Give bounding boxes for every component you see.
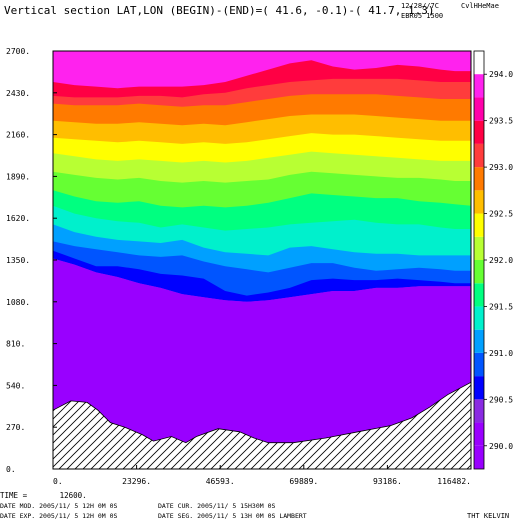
- chart-title: Vertical section LAT,LON (BEGIN)-(END)=(…: [4, 4, 434, 17]
- y-tick-label: 1890.: [6, 172, 30, 181]
- date-seg: DATE SEG. 2005/11/ 5 13H 0M 0S LAMBERT: [158, 512, 307, 520]
- colorbar-tick-label: 291.0: [489, 349, 513, 358]
- date-exp: DATE EXP. 2005/11/ 5 12H 0M 0S: [0, 512, 117, 520]
- x-tick-label: 69889.: [289, 477, 318, 486]
- x-axis: 0. 23296. 46593. 69889. 93186. 116482.: [52, 465, 472, 486]
- header-tag-line: CvlHHeMae: [461, 2, 499, 10]
- y-tick-label: 810.: [6, 340, 25, 349]
- header-model-line: EBR05 1500: [401, 12, 443, 20]
- colorbar-segment: [474, 352, 484, 377]
- time-label: TIME =: [0, 491, 32, 500]
- colorbar-tick-label: 290.0: [489, 442, 513, 451]
- date-mod: DATE MOD. 2005/11/ 5 12H 0M 0S: [0, 502, 117, 510]
- y-tick-label: 540.: [6, 381, 25, 390]
- plot-area: [53, 51, 471, 469]
- x-tick-label: 23296.: [122, 477, 151, 486]
- y-tick-label: 270.: [6, 423, 25, 432]
- colorbar-segment: [474, 74, 484, 98]
- colorbar: 290.0 290.5 291.0 291.5 292.0 292.5 293.0 293.5…: [473, 50, 513, 470]
- y-tick-label: 2160.: [6, 131, 30, 140]
- colorbar-segment: [474, 260, 484, 284]
- x-tick-label: 46593.: [206, 477, 235, 486]
- colorbar-segment: [474, 306, 484, 330]
- y-tick-label: 1080.: [6, 298, 30, 307]
- isentrope-band-lowest: [53, 258, 471, 469]
- y-tick-label: 0.: [6, 465, 16, 474]
- colorbar-tick-label: 293.0: [489, 163, 513, 172]
- y-tick-label: 2430.: [6, 89, 30, 98]
- colorbar-segment: [474, 445, 484, 469]
- time-value: 12600.: [60, 491, 87, 500]
- colorbar-segment: [474, 143, 484, 168]
- colorbar-segment: [474, 283, 484, 307]
- header-date-line: 12/28//7C: [401, 2, 439, 10]
- x-tick-label: 116482.: [437, 477, 471, 486]
- y-tick-label: 2700.: [6, 47, 30, 56]
- svg-text:TIME = 12600.: TIME = 12600.: [0, 491, 87, 500]
- colorbar-segment: [474, 97, 484, 121]
- colorbar-segment: [474, 236, 484, 260]
- colorbar-tick-label: 293.5: [489, 117, 513, 126]
- colorbar-segment: [474, 376, 484, 400]
- isentrope-bands: [53, 60, 471, 469]
- colorbar-segment: [474, 190, 484, 214]
- x-tick-label: 0.: [53, 477, 63, 486]
- colorbar-segment: [474, 120, 484, 144]
- y-axis: 0. 270. 540. 810. 1080. 1350. 1620. 1890. 2160. 2…: [6, 47, 57, 474]
- colorbar-segment: [474, 399, 484, 423]
- colorbar-tick-label: 294.0: [489, 70, 513, 79]
- colorbar-tick-label: 290.5: [489, 395, 513, 404]
- units-label: THT KELVIN: [467, 512, 509, 520]
- terrain-hatch: [53, 381, 471, 469]
- colorbar-tick-label: 291.5: [489, 302, 513, 311]
- colorbar-tick-label: 292.0: [489, 256, 513, 265]
- y-tick-label: 1620.: [6, 214, 30, 223]
- colorbar-segment: [474, 213, 484, 237]
- colorbar-segment: [474, 329, 484, 353]
- colorbar-segment: [474, 167, 484, 191]
- y-tick-label: 1350.: [6, 256, 30, 265]
- x-tick-label: 93186.: [373, 477, 402, 486]
- colorbar-tick-label: 292.5: [489, 210, 513, 219]
- date-cur: DATE CUR. 2005/11/ 5 15H30M 0S: [158, 502, 275, 510]
- colorbar-segment: [474, 422, 484, 446]
